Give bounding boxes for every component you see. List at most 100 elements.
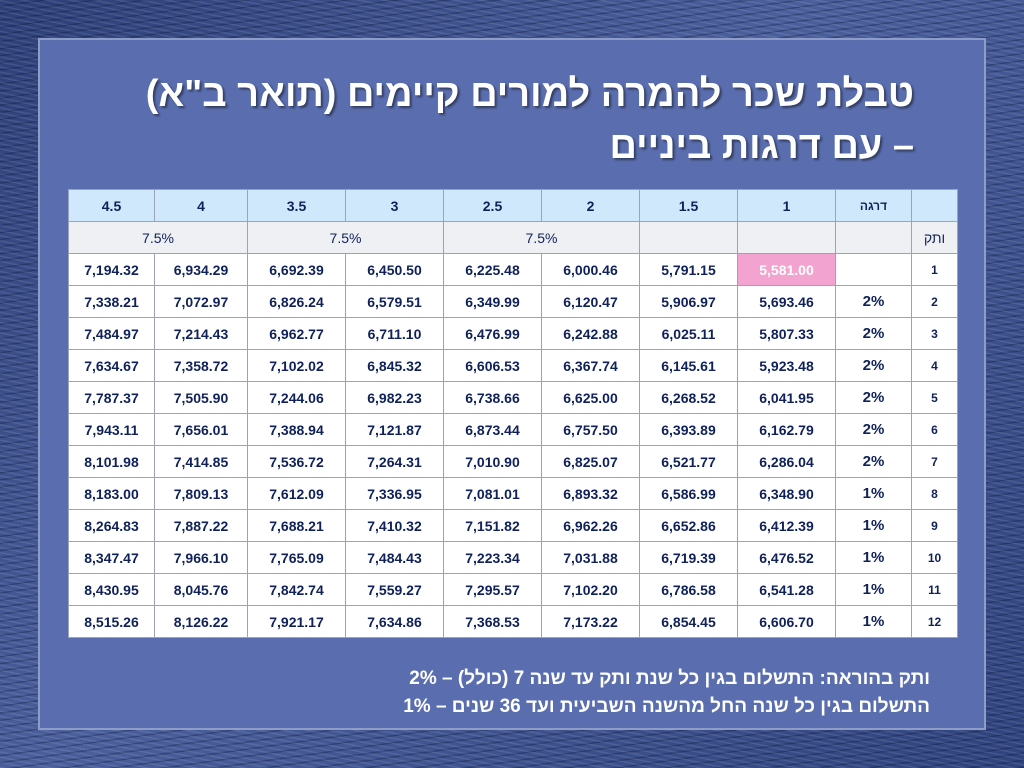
salary-cell: 8,347.47 — [68, 541, 155, 574]
increment-cell: 2% — [835, 349, 912, 382]
salary-cell: 8,515.26 — [68, 605, 155, 638]
grade-header-row: דרגה 1 1.5 2 2.5 3 3.5 4 4.5 — [68, 189, 958, 222]
salary-cell: 6,476.52 — [737, 541, 836, 574]
increment-cell: 1% — [835, 573, 912, 606]
table-row: 10 1% 6,476.52 6,719.39 7,031.88 7,223.34 7,48… — [68, 541, 958, 574]
salary-cell: 7,388.94 — [247, 413, 346, 446]
seniority-note: ותק בהוראה: התשלום בגין כל שנת ותק עד שנ… — [230, 665, 930, 721]
grade-step-cell: 7.5% — [68, 221, 248, 254]
salary-cell: 7,414.85 — [154, 445, 248, 478]
salary-cell: 6,845.32 — [345, 349, 444, 382]
note-line-1: ותק בהוראה: התשלום בגין כל שנת ותק עד שנ… — [409, 668, 930, 689]
salary-cell: 8,045.76 — [154, 573, 248, 606]
note-line-2: התשלום בגין כל שנה החל מהשנה השביעית ועד… — [403, 696, 930, 717]
salary-cell: 7,194.32 — [68, 253, 155, 286]
increment-cell — [835, 253, 912, 286]
salary-cell: 6,606.70 — [737, 605, 836, 638]
table-row: 7 2% 6,286.04 6,521.77 6,825.07 7,010.90 7,264… — [68, 445, 958, 478]
salary-cell: 6,450.50 — [345, 253, 444, 286]
slide: טבלת שכר להמרה למורים קיימים (תואר ב"א) … — [38, 38, 986, 730]
grade-header-cell: 2 — [541, 189, 640, 222]
salary-cell: 7,010.90 — [443, 445, 542, 478]
increment-cell: 1% — [835, 477, 912, 510]
slide-title: טבלת שכר להמרה למורים קיימים (תואר ב"א) … — [94, 68, 914, 172]
salary-table: דרגה 1 1.5 2 2.5 3 3.5 4 4.5 ותק 7.5% 7.… — [68, 189, 958, 638]
salary-cell: 6,476.99 — [443, 317, 542, 350]
salary-cell: 6,348.90 — [737, 477, 836, 510]
increment-cell: 1% — [835, 605, 912, 638]
table-row: 5 2% 6,041.95 6,268.52 6,625.00 6,738.66 6,982… — [68, 381, 958, 414]
corner-cell — [911, 189, 958, 222]
table-row: 6 2% 6,162.79 6,393.89 6,757.50 6,873.44 7,121… — [68, 413, 958, 446]
salary-cell: 7,173.22 — [541, 605, 640, 638]
salary-cell: 6,962.77 — [247, 317, 346, 350]
seniority-year-cell: 4 — [911, 349, 958, 382]
salary-cell: 6,579.51 — [345, 285, 444, 318]
seniority-year-cell: 11 — [911, 573, 958, 606]
salary-cell: 6,586.99 — [639, 477, 738, 510]
salary-cell: 6,893.32 — [541, 477, 640, 510]
salary-cell: 7,887.22 — [154, 509, 248, 542]
increment-cell: 2% — [835, 381, 912, 414]
salary-cell: 7,102.02 — [247, 349, 346, 382]
seniority-year-cell: 3 — [911, 317, 958, 350]
table-row: 3 2% 5,807.33 6,025.11 6,242.88 6,476.99 6,711… — [68, 317, 958, 350]
salary-cell: 7,214.43 — [154, 317, 248, 350]
grade-step-cell: 7.5% — [443, 221, 640, 254]
salary-cell: 6,606.53 — [443, 349, 542, 382]
salary-cell: 6,825.07 — [541, 445, 640, 478]
seniority-year-cell: 8 — [911, 477, 958, 510]
salary-cell: 6,625.00 — [541, 381, 640, 414]
salary-cell: 7,966.10 — [154, 541, 248, 574]
seniority-year-cell: 12 — [911, 605, 958, 638]
grade-header-cell: 1 — [737, 189, 836, 222]
salary-cell: 7,336.95 — [345, 477, 444, 510]
blank-cell — [835, 221, 912, 254]
salary-cell: 6,349.99 — [443, 285, 542, 318]
grade-step-cell: 7.5% — [247, 221, 444, 254]
increment-cell: 2% — [835, 413, 912, 446]
salary-cell: 6,711.10 — [345, 317, 444, 350]
salary-cell: 7,031.88 — [541, 541, 640, 574]
salary-cell: 6,873.44 — [443, 413, 542, 446]
salary-cell: 7,688.21 — [247, 509, 346, 542]
salary-cell: 7,943.11 — [68, 413, 155, 446]
salary-cell: 7,072.97 — [154, 285, 248, 318]
increment-cell: 2% — [835, 285, 912, 318]
salary-cell: 6,738.66 — [443, 381, 542, 414]
salary-cell: 7,612.09 — [247, 477, 346, 510]
salary-cell: 7,484.43 — [345, 541, 444, 574]
salary-cell: 6,412.39 — [737, 509, 836, 542]
salary-cell: 6,652.86 — [639, 509, 738, 542]
table-row: 8 1% 6,348.90 6,586.99 6,893.32 7,081.01 7,336… — [68, 477, 958, 510]
seniority-label: ותק — [911, 221, 958, 254]
salary-cell: 7,809.13 — [154, 477, 248, 510]
salary-cell: 7,787.37 — [68, 381, 155, 414]
salary-cell: 6,934.29 — [154, 253, 248, 286]
grade-header-cell: 2.5 — [443, 189, 542, 222]
salary-cell: 7,223.34 — [443, 541, 542, 574]
salary-cell: 5,906.97 — [639, 285, 738, 318]
table-row: 4 2% 5,923.48 6,145.61 6,367.74 6,606.53 6,845… — [68, 349, 958, 382]
salary-cell: 7,264.31 — [345, 445, 444, 478]
salary-cell: 5,581.00 — [737, 253, 836, 286]
salary-cell: 6,025.11 — [639, 317, 738, 350]
salary-cell: 6,719.39 — [639, 541, 738, 574]
salary-cell: 6,367.74 — [541, 349, 640, 382]
salary-cell: 8,430.95 — [68, 573, 155, 606]
salary-cell: 7,102.20 — [541, 573, 640, 606]
salary-cell: 7,338.21 — [68, 285, 155, 318]
salary-cell: 6,826.24 — [247, 285, 346, 318]
increment-cell: 2% — [835, 317, 912, 350]
salary-cell: 6,225.48 — [443, 253, 542, 286]
salary-cell: 5,791.15 — [639, 253, 738, 286]
salary-cell: 8,101.98 — [68, 445, 155, 478]
salary-cell: 6,962.26 — [541, 509, 640, 542]
grade-label: דרגה — [835, 189, 912, 222]
grade-header-cell: 3 — [345, 189, 444, 222]
salary-cell: 7,656.01 — [154, 413, 248, 446]
seniority-year-cell: 10 — [911, 541, 958, 574]
salary-cell: 7,244.06 — [247, 381, 346, 414]
salary-cell: 7,765.09 — [247, 541, 346, 574]
salary-cell: 7,358.72 — [154, 349, 248, 382]
